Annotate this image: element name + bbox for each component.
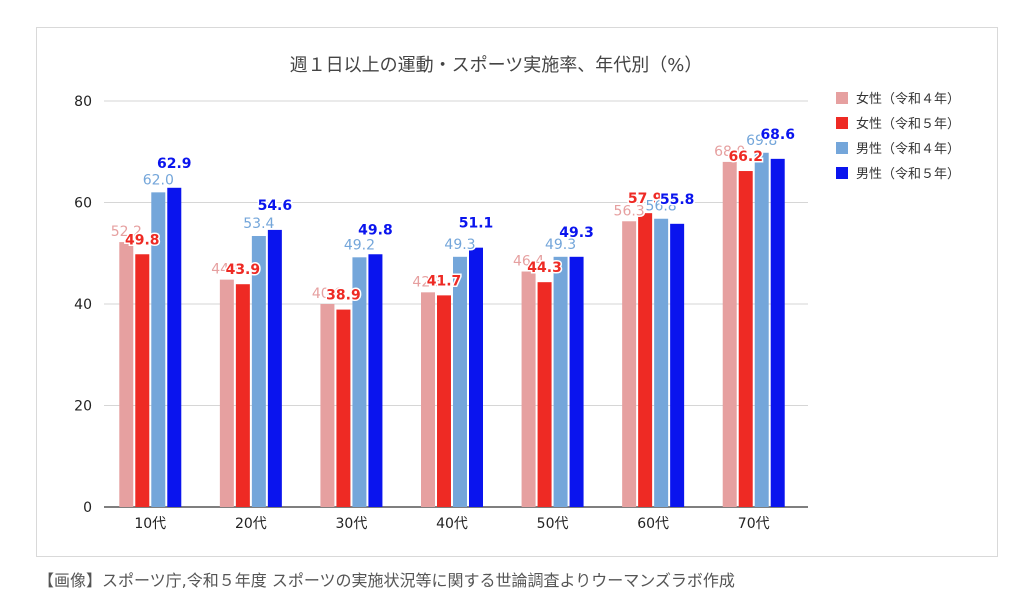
bar: [437, 295, 451, 507]
bar: [654, 218, 669, 508]
data-label: 49.8: [125, 232, 160, 248]
data-label: 54.6: [258, 198, 293, 214]
legend-entry: 男性（令和５年）: [856, 167, 960, 182]
x-tick-label: 40代: [436, 516, 468, 532]
bar: [770, 158, 785, 508]
data-label: 69.8: [746, 133, 777, 149]
bar: [320, 304, 335, 507]
data-label: 51.1: [459, 216, 494, 232]
bar: [235, 284, 250, 507]
data-label: 49.3: [559, 225, 594, 241]
bar: [453, 256, 467, 507]
x-tick-label: 20代: [235, 516, 267, 532]
x-tick-label: 70代: [738, 516, 770, 532]
legend-entry: 女性（令和５年）: [856, 116, 960, 132]
legend-swatch: [836, 117, 848, 129]
data-label: 42.3: [412, 274, 443, 290]
data-label: 68.6: [760, 127, 795, 143]
y-tick-label: 40: [74, 297, 92, 313]
data-label: 62.9: [157, 156, 192, 172]
bar: [336, 309, 351, 507]
legend-swatch: [836, 142, 848, 154]
data-label: 43.9: [226, 262, 261, 278]
legend-entry: 女性（令和４年）: [856, 91, 960, 107]
bar: [738, 171, 753, 507]
data-label: 40.0: [312, 286, 343, 302]
source-caption: 【画像】スポーツ庁,令和５年度 スポーツの実施状況等に関する世論調査よりウーマン…: [38, 571, 735, 590]
data-label: 44.8: [211, 262, 242, 278]
legend-swatch: [836, 167, 848, 179]
y-tick-label: 80: [74, 94, 92, 110]
bar: [368, 254, 383, 507]
bar: [553, 256, 568, 507]
data-label: 49.3: [444, 237, 475, 253]
bar: [754, 152, 769, 507]
bar: [151, 192, 166, 507]
data-label: 38.9: [326, 288, 361, 304]
bar: [622, 221, 637, 507]
bar: [135, 254, 150, 507]
bar: [569, 256, 584, 507]
data-label: 49.8: [358, 222, 393, 238]
x-tick-label: 10代: [134, 516, 166, 532]
data-label: 57.9: [628, 191, 663, 207]
y-tick-label: 60: [74, 196, 92, 212]
bar: [267, 229, 282, 507]
bar: [352, 257, 367, 507]
legend-swatch: [836, 92, 848, 104]
bar: [119, 242, 134, 507]
data-label: 44.3: [527, 260, 562, 276]
bar: [469, 247, 483, 508]
bar: [219, 279, 234, 507]
x-tick-label: 60代: [637, 516, 669, 532]
chart-frame: [36, 27, 998, 557]
data-label: 53.4: [243, 216, 274, 232]
chart-title: 週１日以上の運動・スポーツ実施率、年代別（%）: [290, 55, 703, 76]
data-label: 49.2: [344, 237, 375, 253]
y-tick-label: 0: [83, 500, 92, 516]
bar: [167, 187, 182, 507]
bar: [722, 161, 737, 507]
bar: [421, 292, 435, 507]
x-tick-label: 30代: [336, 516, 368, 532]
data-label: 66.2: [728, 149, 763, 165]
data-label: 55.8: [660, 192, 695, 208]
data-label: 49.3: [545, 237, 576, 253]
legend-entry: 男性（令和４年）: [856, 142, 960, 157]
bar: [521, 271, 536, 507]
y-tick-label: 20: [74, 399, 92, 415]
bar: [251, 235, 266, 507]
data-label: 56.3: [614, 203, 645, 219]
data-label: 62.0: [143, 172, 174, 188]
data-label: 68.0: [714, 144, 745, 160]
x-tick-label: 50代: [537, 516, 569, 532]
bar: [638, 213, 653, 507]
data-label: 56.8: [646, 199, 677, 215]
bar: [670, 223, 685, 507]
data-label: 52.2: [111, 224, 142, 240]
data-label: 41.7: [427, 273, 462, 289]
bar: [537, 282, 552, 507]
data-label: 46.4: [513, 254, 544, 270]
